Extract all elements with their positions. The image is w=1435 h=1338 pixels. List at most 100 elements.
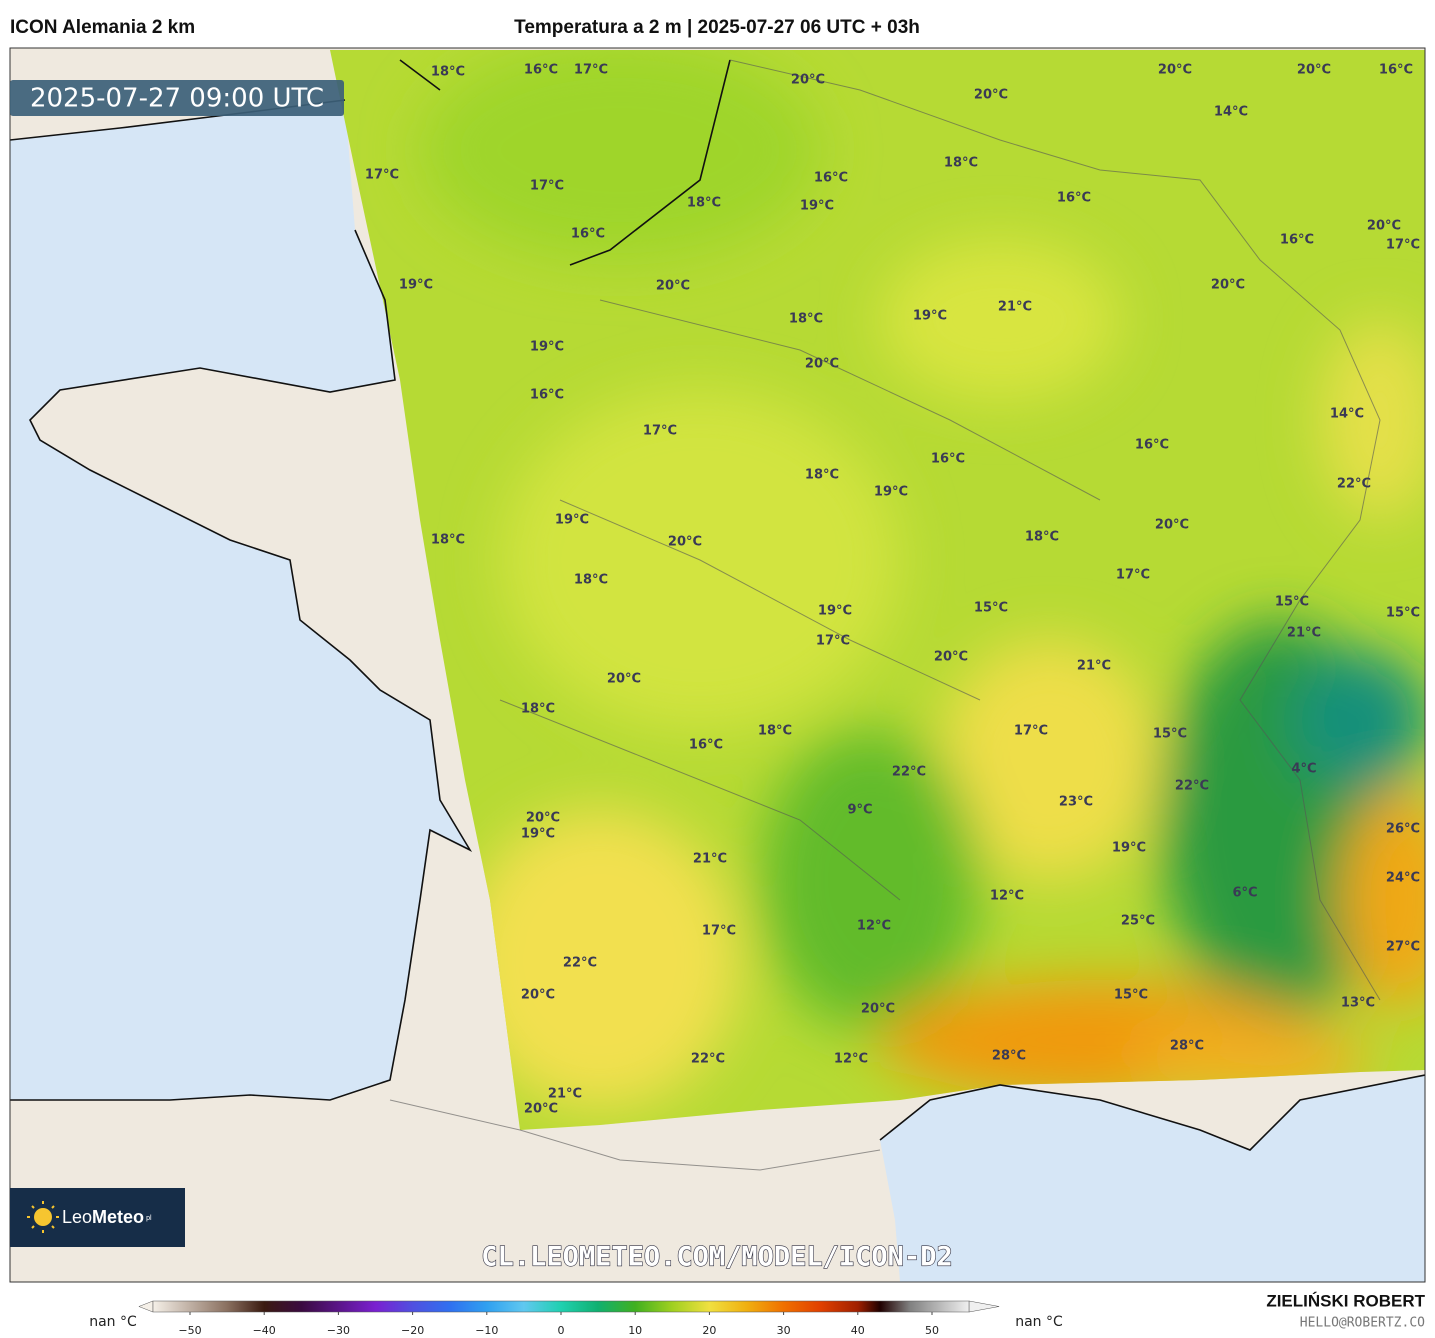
temperature-labels: 18°C 16°C 17°C 20°C 20°C 20°C 20°C 16°C 14°C 17°C… — [365, 63, 1420, 1117]
credit-email: HELLO@ROBERTZ.CO — [1300, 1316, 1425, 1331]
colorbar-tick-label: −50 — [178, 1324, 201, 1337]
temperature-label: 9°C — [847, 803, 872, 818]
logo-text: LeoMeteo pl — [62, 1207, 152, 1227]
logo-sun — [34, 1208, 52, 1226]
temperature-label: 20°C — [1158, 63, 1192, 78]
temperature-label: 20°C — [656, 279, 690, 294]
temperature-label: 16°C — [571, 227, 605, 242]
temperature-label: 18°C — [1025, 530, 1059, 545]
coastline — [10, 59, 1425, 1151]
temperature-label: 14°C — [1214, 105, 1248, 120]
colorbar-tick-label: −10 — [475, 1324, 498, 1337]
temperature-label: 12°C — [990, 889, 1024, 904]
temperature-label: 27°C — [1386, 940, 1420, 955]
temperature-label: 26°C — [1386, 822, 1420, 837]
atlantic — [10, 100, 470, 1100]
temperature-label: 19°C — [555, 513, 589, 528]
colorbar-tick-label: 30 — [777, 1324, 791, 1337]
timestamp: 2025-07-27 09:00 UTC — [30, 84, 324, 114]
temperature-label: 17°C — [574, 63, 608, 78]
colorbar-end-right — [968, 1300, 1000, 1313]
temperature-label: 19°C — [521, 827, 555, 842]
temperature-label: 18°C — [431, 533, 465, 548]
colorbar-tick-label: 20 — [702, 1324, 716, 1337]
logo-domain: pl — [146, 1215, 152, 1222]
temperature-label: 16°C — [524, 63, 558, 78]
temperature-label: 19°C — [800, 199, 834, 214]
temperature-label: 19°C — [530, 340, 564, 355]
temperature-label: 19°C — [399, 278, 433, 293]
temperature-label: 15°C — [1275, 595, 1309, 610]
temperature-label: 18°C — [431, 65, 465, 80]
temperature-label: 20°C — [1367, 219, 1401, 234]
colorbar-tick-label: −20 — [401, 1324, 424, 1337]
temperature-label: 23°C — [1059, 795, 1093, 810]
temperature-label: 19°C — [874, 485, 908, 500]
temperature-label: 19°C — [1112, 841, 1146, 856]
map-frame — [9, 47, 1426, 1283]
temperature-label: 16°C — [931, 452, 965, 467]
temperature-label: 20°C — [1297, 63, 1331, 78]
temperature-label: 20°C — [974, 88, 1008, 103]
temperature-label: 18°C — [521, 702, 555, 717]
temperature-label: 18°C — [789, 312, 823, 327]
credit-name: ZIELIŃSKI ROBERT — [1266, 1291, 1425, 1310]
timestamp-badge — [10, 80, 344, 116]
temperature-label: 20°C — [861, 1002, 895, 1017]
temperature-label: 17°C — [365, 168, 399, 183]
temperature-label: 20°C — [805, 357, 839, 372]
temperature-label: 15°C — [974, 601, 1008, 616]
temperature-label: 6°C — [1232, 886, 1257, 901]
nan-label-right: nan °C — [1015, 1314, 1063, 1330]
colorbar: −50 −40 −30 −20 −10 0 10 20 30 40 50 — [138, 1300, 1000, 1337]
temperature-label: 18°C — [758, 724, 792, 739]
colorbar-tick-label: −30 — [327, 1324, 350, 1337]
temperature-label: 17°C — [1014, 724, 1048, 739]
colorbar-tick-label: 10 — [628, 1324, 642, 1337]
temperature-label: 28°C — [1170, 1039, 1204, 1054]
temperature-label: 15°C — [1386, 606, 1420, 621]
colorbar-tick-label: 40 — [851, 1324, 865, 1337]
temperature-label: 16°C — [1379, 63, 1413, 78]
temperature-label: 16°C — [1280, 233, 1314, 248]
map — [10, 48, 1425, 1282]
colorbar-tick-label: 0 — [558, 1324, 565, 1337]
temperature-label: 17°C — [530, 179, 564, 194]
colorbar-tick-label: −40 — [253, 1324, 276, 1337]
temperature-label: 17°C — [816, 634, 850, 649]
temperature-label: 22°C — [1337, 477, 1371, 492]
temperature-label: 18°C — [805, 468, 839, 483]
temperature-label: 12°C — [857, 919, 891, 934]
temperature-label: 28°C — [992, 1049, 1026, 1064]
colorbar-bar — [152, 1300, 970, 1313]
temperature-label: 21°C — [998, 300, 1032, 315]
colorbar-tick-label: 50 — [925, 1324, 939, 1337]
temperature-label: 17°C — [1116, 568, 1150, 583]
temperature-label: 21°C — [548, 1087, 582, 1102]
temperature-label: 22°C — [691, 1052, 725, 1067]
temperature-label: 19°C — [818, 604, 852, 619]
temperature-label: 20°C — [934, 650, 968, 665]
temperature-label: 16°C — [1057, 191, 1091, 206]
mediterranean — [880, 1075, 1425, 1282]
temperature-label: 20°C — [524, 1102, 558, 1117]
temperature-label: 20°C — [791, 73, 825, 88]
temperature-label: 18°C — [574, 573, 608, 588]
temperature-label: 21°C — [1077, 659, 1111, 674]
temperature-label: 24°C — [1386, 871, 1420, 886]
temperature-label: 20°C — [1155, 518, 1189, 533]
temperature-label: 22°C — [1175, 779, 1209, 794]
temperature-label: 17°C — [643, 424, 677, 439]
temperature-label: 13°C — [1341, 996, 1375, 1011]
logo-rays — [27, 1201, 59, 1233]
temperature-label: 20°C — [1211, 278, 1245, 293]
logo-meteo: Meteo — [92, 1207, 144, 1227]
temperature-label: 14°C — [1330, 407, 1364, 422]
colorbar-end-left — [138, 1300, 154, 1313]
temperature-label: 16°C — [814, 171, 848, 186]
temperature-label: 15°C — [1153, 727, 1187, 742]
temperature-label: 22°C — [563, 956, 597, 971]
watermark: CL.LEOMETEO.COM/MODEL/ICON-D2 — [481, 1242, 952, 1273]
map-title: Temperatura a 2 m | 2025-07-27 06 UTC + … — [514, 17, 920, 38]
